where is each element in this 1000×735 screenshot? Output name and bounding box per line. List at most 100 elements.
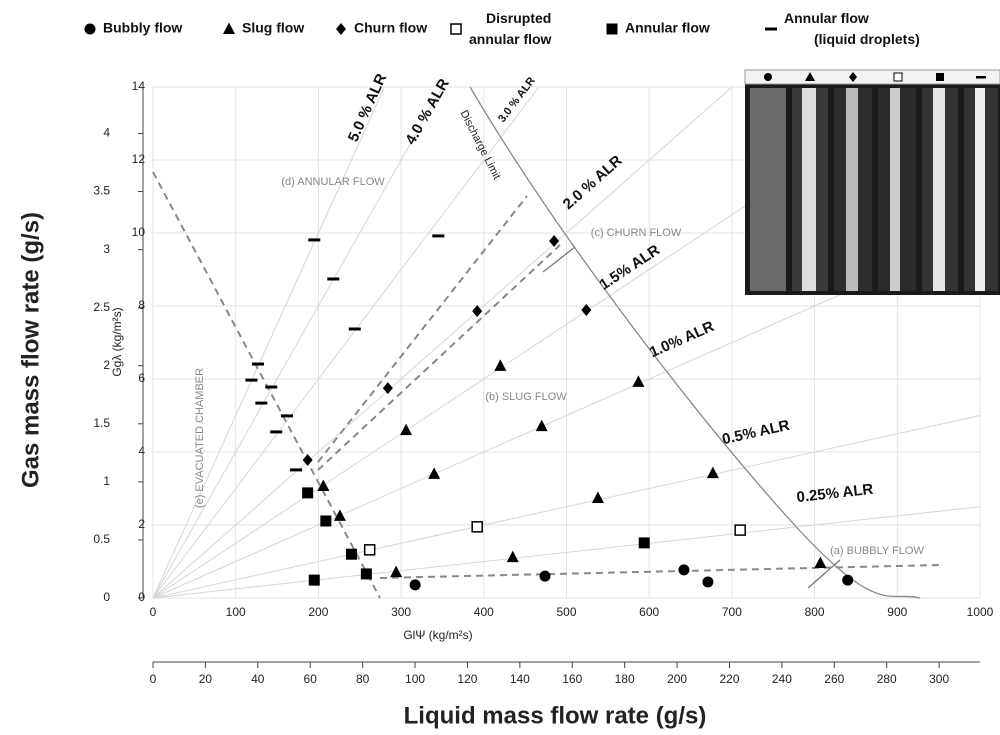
alr-label: 0.25% ALR xyxy=(796,481,875,506)
x-tick-label: 600 xyxy=(639,605,659,619)
x2-tick-label: 120 xyxy=(457,672,477,686)
alr-line xyxy=(152,86,443,599)
slug-churn-boundary xyxy=(317,244,561,471)
flow-photo-inset xyxy=(744,69,1000,295)
x2-tick-label: 200 xyxy=(667,672,687,686)
y2-tick-label: 1 xyxy=(103,474,110,488)
alr-label: 1.0% ALR xyxy=(647,318,717,361)
y2-tick-label: 2 xyxy=(103,358,110,372)
marker-square xyxy=(302,487,314,499)
alr-line xyxy=(152,86,540,599)
marker-dash xyxy=(280,414,293,418)
region-label: (e) EVACUATED CHAMBER xyxy=(194,368,206,508)
x2-tick-label: 60 xyxy=(304,672,318,686)
marker-diamond xyxy=(472,305,483,318)
x2-tick-label: 260 xyxy=(824,672,844,686)
marker-diamond xyxy=(581,304,592,317)
x-tick-label: 900 xyxy=(887,605,907,619)
x2-tick-label: 20 xyxy=(199,672,213,686)
marker-triangle xyxy=(591,491,604,503)
alr-label: 0.5% ALR xyxy=(721,417,792,448)
marker-square xyxy=(345,548,357,560)
marker-triangle xyxy=(632,375,645,387)
region-label: (b) SLUG FLOW xyxy=(485,391,567,403)
marker-triangle xyxy=(317,479,330,491)
x2-tick-label: 240 xyxy=(772,672,792,686)
marker-dash xyxy=(245,378,258,382)
x2-tick-label: 100 xyxy=(405,672,425,686)
marker-dash xyxy=(327,277,340,281)
y-tick-label: 2 xyxy=(138,517,145,531)
x-tick-label: 1000 xyxy=(967,605,994,619)
marker-square xyxy=(638,537,650,549)
alr-label: 5.0 % ALR xyxy=(345,71,391,144)
y2-tick-label: 0.5 xyxy=(93,532,110,546)
y2-axis-title: Gas mass flow rate (g/s) xyxy=(17,212,44,488)
marker-triangle xyxy=(223,22,235,34)
marker-dash xyxy=(348,327,361,331)
slug-churn-boundary xyxy=(317,195,528,463)
marker-triangle xyxy=(333,509,346,521)
legend-label: Annular flow xyxy=(625,20,710,36)
alr-line xyxy=(152,415,981,599)
y2-tick-label: 4 xyxy=(103,126,110,140)
legend-line: Annular flow xyxy=(784,10,869,26)
marker-circle xyxy=(409,579,421,591)
marker-circle xyxy=(842,574,854,586)
marker-circle xyxy=(84,23,96,35)
marker-triangle xyxy=(390,565,403,578)
bubbly-boundary xyxy=(379,564,941,579)
x-axis-title: GlΨ (kg/m²s) xyxy=(403,628,472,642)
boundary-tick xyxy=(807,559,841,589)
legend-line: annular flow xyxy=(469,31,552,47)
x-tick-label: 700 xyxy=(722,605,742,619)
marker-triangle xyxy=(400,423,413,436)
x2-tick-label: 160 xyxy=(562,672,582,686)
y-tick-label: 4 xyxy=(138,444,145,458)
marker-open-square xyxy=(363,544,376,556)
marker-dash xyxy=(265,385,278,389)
marker-square xyxy=(360,568,372,580)
x-tick-label: 800 xyxy=(805,605,825,619)
region-label: (a) BUBBLY FLOW xyxy=(830,545,924,557)
y-axis-title: Ggλ (kg/m²s) xyxy=(110,307,124,376)
region-label: (c) CHURN FLOW xyxy=(591,227,682,239)
marker-circle xyxy=(702,576,714,588)
y-tick-label: 6 xyxy=(138,371,145,385)
x-tick-label: 100 xyxy=(226,605,246,619)
marker-dash xyxy=(765,27,777,31)
legend-label: Churn flow xyxy=(354,20,427,36)
region-label: (d) ANNULAR FLOW xyxy=(281,176,385,188)
x2-tick-label: 80 xyxy=(356,672,370,686)
marker-triangle xyxy=(706,466,719,479)
marker-open-square xyxy=(471,521,483,533)
marker-dash xyxy=(432,234,445,238)
alr-line xyxy=(152,86,733,599)
legend: Bubbly flow Slug flow Churn flow Disrupted a… xyxy=(84,10,920,47)
marker-circle xyxy=(539,570,551,582)
boundary-tick xyxy=(542,246,576,273)
y2-tick-label: 2.5 xyxy=(93,300,110,314)
marker-dash xyxy=(308,238,321,242)
y2-tick-label: 3.5 xyxy=(93,184,110,198)
legend-line: (liquid droplets) xyxy=(814,31,920,47)
y-tick-label: 0 xyxy=(138,590,145,604)
x2-axis-title: Liquid mass flow rate (g/s) xyxy=(404,702,707,729)
x-tick-label: 400 xyxy=(474,605,494,619)
marker-square xyxy=(606,23,618,35)
x2-tick-label: 300 xyxy=(929,672,949,686)
marker-triangle xyxy=(428,467,441,479)
x2-tick-label: 180 xyxy=(615,672,635,686)
x2-tick-label: 220 xyxy=(719,672,739,686)
y-tick-label: 14 xyxy=(132,79,146,93)
x-tick-label: 0 xyxy=(150,605,157,619)
alr-line xyxy=(152,86,386,599)
marker-triangle xyxy=(535,419,548,432)
y-tick-label: 12 xyxy=(132,152,146,166)
y-tick-label: 8 xyxy=(138,298,145,312)
marker-triangle xyxy=(506,550,519,563)
marker-dash xyxy=(290,468,303,472)
marker-open-square xyxy=(450,23,462,35)
marker-square xyxy=(308,574,320,586)
